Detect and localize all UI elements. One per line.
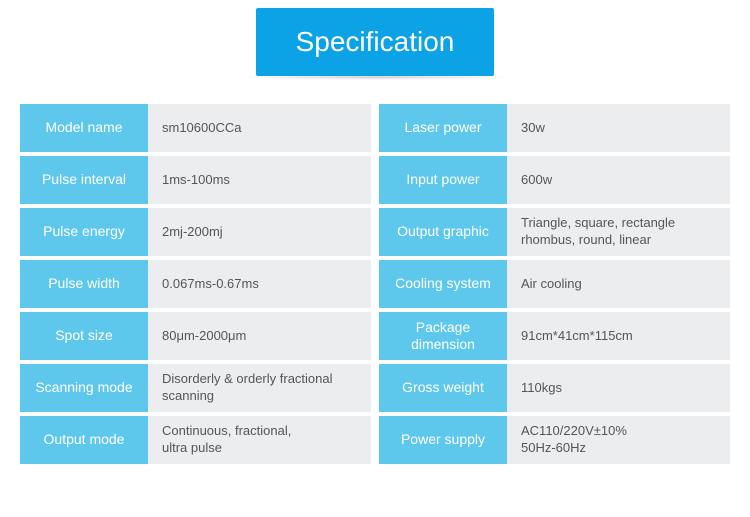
table-row: Input power 600w — [379, 156, 730, 204]
spec-value: 2mj-200mj — [148, 208, 371, 256]
spec-banner: Specification — [256, 8, 495, 76]
spec-value: 0.067ms-0.67ms — [148, 260, 371, 308]
table-row: Output graphic Triangle, square, rectang… — [379, 208, 730, 256]
spec-value: Air cooling — [507, 260, 730, 308]
spec-value: 30w — [507, 104, 730, 152]
spec-label: Model name — [20, 104, 148, 152]
spec-col-right: Laser power 30w Input power 600w Output … — [379, 104, 730, 468]
spec-value: 600w — [507, 156, 730, 204]
table-row: Model name sm10600CCa — [20, 104, 371, 152]
spec-value: sm10600CCa — [148, 104, 371, 152]
table-row: Gross weight 110kgs — [379, 364, 730, 412]
table-row: Pulse width 0.067ms-0.67ms — [20, 260, 371, 308]
spec-label: Gross weight — [379, 364, 507, 412]
spec-label: Output graphic — [379, 208, 507, 256]
table-row: Power supply AC110/220V±10% 50Hz-60Hz — [379, 416, 730, 464]
spec-label: Output mode — [20, 416, 148, 464]
table-row: Pulse energy 2mj-200mj — [20, 208, 371, 256]
table-row: Laser power 30w — [379, 104, 730, 152]
spec-value: 110kgs — [507, 364, 730, 412]
spec-label: Pulse interval — [20, 156, 148, 204]
spec-value: 91cm*41cm*115cm — [507, 312, 730, 360]
spec-label: Laser power — [379, 104, 507, 152]
spec-label: Input power — [379, 156, 507, 204]
banner-title: Specification — [296, 26, 455, 57]
table-row: Scanning mode Disorderly & orderly fract… — [20, 364, 371, 412]
spec-label: Package dimension — [379, 312, 507, 360]
table-row: Cooling system Air cooling — [379, 260, 730, 308]
table-row: Spot size 80μm-2000μm — [20, 312, 371, 360]
spec-col-left: Model name sm10600CCa Pulse interval 1ms… — [20, 104, 371, 468]
spec-value: AC110/220V±10% 50Hz-60Hz — [507, 416, 730, 464]
spec-label: Power supply — [379, 416, 507, 464]
spec-label: Pulse width — [20, 260, 148, 308]
spec-value: Triangle, square, rectangle rhombus, rou… — [507, 208, 730, 256]
spec-value: 1ms-100ms — [148, 156, 371, 204]
spec-label: Spot size — [20, 312, 148, 360]
spec-label: Pulse energy — [20, 208, 148, 256]
spec-label: Cooling system — [379, 260, 507, 308]
spec-value: Disorderly & orderly fractional scanning — [148, 364, 371, 412]
spec-tables: Model name sm10600CCa Pulse interval 1ms… — [0, 80, 750, 468]
spec-value: 80μm-2000μm — [148, 312, 371, 360]
spec-label: Scanning mode — [20, 364, 148, 412]
banner-wrap: Specification — [0, 0, 750, 80]
spec-value: Continuous, fractional, ultra pulse — [148, 416, 371, 464]
table-row: Pulse interval 1ms-100ms — [20, 156, 371, 204]
table-row: Package dimension 91cm*41cm*115cm — [379, 312, 730, 360]
table-row: Output mode Continuous, fractional, ultr… — [20, 416, 371, 464]
